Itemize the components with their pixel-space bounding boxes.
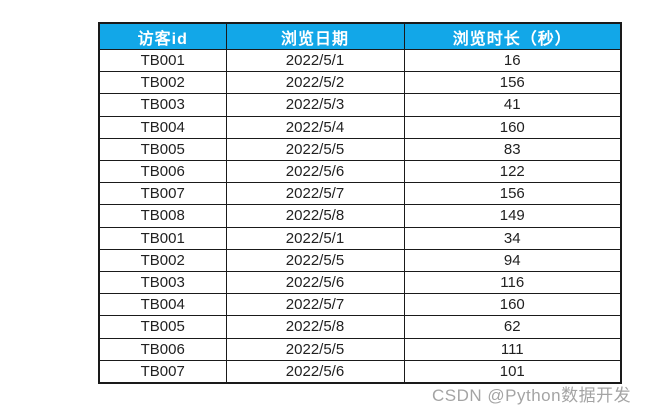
table-row: TB005 2022/5/5 83	[98, 137, 622, 162]
table-cell: TB008	[98, 204, 227, 228]
table-row: TB002 2022/5/5 94	[98, 248, 622, 273]
table-cell: TB004	[98, 115, 227, 139]
table-cell: TB006	[98, 160, 227, 184]
table-cell: TB002	[98, 71, 227, 95]
table-cell: 2022/5/6	[225, 160, 405, 184]
table-row: TB006 2022/5/6 122	[98, 160, 622, 184]
table-cell: 160	[403, 293, 622, 317]
table-cell: 2022/5/4	[225, 115, 405, 139]
table-cell: 2022/5/2	[225, 71, 405, 95]
table-cell: 16	[403, 48, 622, 73]
table-cell: 2022/5/3	[225, 93, 405, 117]
table-cell: TB003	[98, 271, 227, 295]
table-cell: TB001	[98, 226, 227, 250]
table-row: TB004 2022/5/4 160	[98, 115, 622, 139]
table-cell: 2022/5/5	[225, 337, 405, 361]
table-cell: TB007	[98, 182, 227, 206]
table-cell: TB004	[98, 293, 227, 317]
table-row: TB003 2022/5/3 41	[98, 93, 622, 117]
table-cell: 149	[403, 204, 622, 228]
table-cell: 34	[403, 226, 622, 250]
table-cell: 41	[403, 93, 622, 117]
table-cell: 156	[403, 71, 622, 95]
table-row: TB001 2022/5/1 16	[98, 48, 622, 73]
table-row: TB003 2022/5/6 116	[98, 271, 622, 295]
column-header-browse-duration: 浏览时长（秒）	[403, 22, 622, 50]
table-cell: TB006	[98, 337, 227, 361]
table-cell: TB007	[98, 359, 227, 384]
table-row: TB008 2022/5/8 149	[98, 204, 622, 228]
table-cell: 83	[403, 137, 622, 162]
column-header-visitor-id: 访客id	[98, 22, 227, 50]
table-cell: TB005	[98, 137, 227, 162]
table-cell: 122	[403, 160, 622, 184]
table-row: TB007 2022/5/7 156	[98, 182, 622, 206]
table-cell: 111	[403, 337, 622, 361]
table-row: TB001 2022/5/1 34	[98, 226, 622, 250]
table-row: TB005 2022/5/8 62	[98, 315, 622, 339]
table-cell: 2022/5/5	[225, 248, 405, 273]
table-row: TB004 2022/5/7 160	[98, 293, 622, 317]
table-cell: 2022/5/1	[225, 48, 405, 73]
table-cell: 2022/5/5	[225, 137, 405, 162]
visitor-browse-table-container: 访客id 浏览日期 浏览时长（秒） TB001 2022/5/1 16 TB002 20…	[98, 22, 622, 385]
table-cell: 116	[403, 271, 622, 295]
table-cell: 62	[403, 315, 622, 339]
table-row: TB007 2022/5/6 101	[98, 359, 622, 384]
table-cell: 160	[403, 115, 622, 139]
table-cell: 2022/5/1	[225, 226, 405, 250]
table-cell: 2022/5/6	[225, 271, 405, 295]
table-cell: 2022/5/7	[225, 293, 405, 317]
table-cell: 2022/5/8	[225, 315, 405, 339]
table-cell: TB005	[98, 315, 227, 339]
table-cell: TB001	[98, 48, 227, 73]
table-row: TB006 2022/5/5 111	[98, 337, 622, 361]
table-cell: TB003	[98, 93, 227, 117]
table-cell: 94	[403, 248, 622, 273]
column-header-browse-date: 浏览日期	[225, 22, 405, 50]
visitor-browse-table: 访客id 浏览日期 浏览时长（秒） TB001 2022/5/1 16 TB002 20…	[98, 22, 622, 385]
table-body: TB001 2022/5/1 16 TB002 2022/5/2 156 TB003 2022…	[98, 48, 622, 384]
table-cell: 2022/5/8	[225, 204, 405, 228]
table-row: TB002 2022/5/2 156	[98, 71, 622, 95]
table-cell: 2022/5/7	[225, 182, 405, 206]
header-row: 访客id 浏览日期 浏览时长（秒）	[98, 22, 622, 50]
table-cell: 2022/5/6	[225, 359, 405, 384]
csdn-watermark: CSDN @Python数据开发	[432, 386, 632, 405]
table-cell: 101	[403, 359, 622, 384]
table-cell: 156	[403, 182, 622, 206]
table-cell: TB002	[98, 248, 227, 273]
